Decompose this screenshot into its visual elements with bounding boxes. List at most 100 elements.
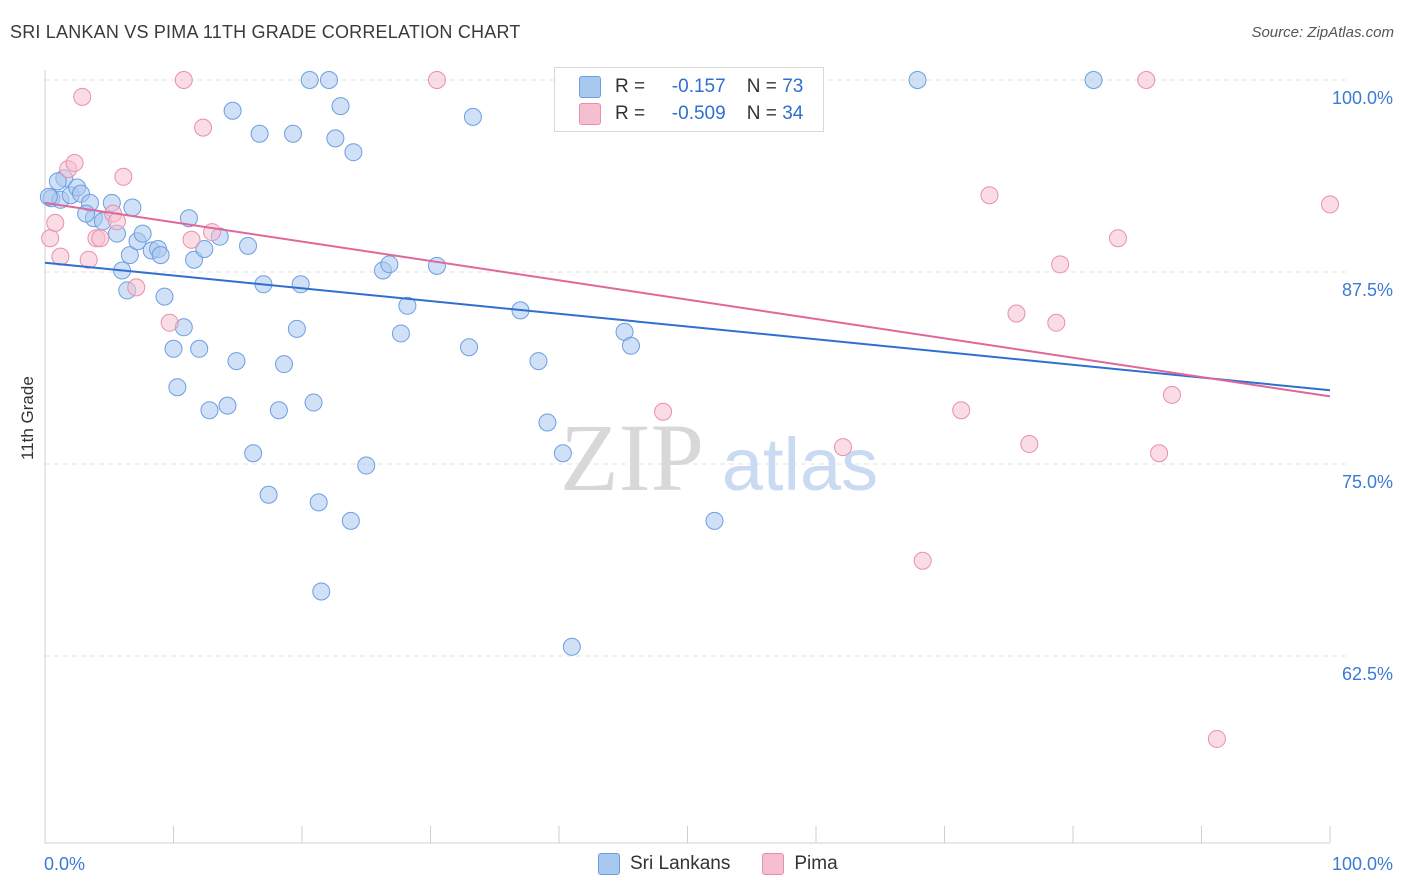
sri-lankan-point — [48, 172, 67, 191]
pima-point — [980, 186, 999, 205]
pima-point — [1020, 435, 1039, 454]
sri-lankan-point — [705, 511, 724, 530]
trend-lines — [44, 201, 1331, 398]
legend-label-sri-lankans: Sri Lankans — [630, 853, 731, 874]
legend-swatch-pima — [762, 853, 785, 875]
legend-item-sri-lankans[interactable]: Sri Lankans — [598, 853, 730, 875]
pima-point — [833, 438, 852, 457]
sri-lankan-point — [562, 637, 581, 656]
legend-swatch-pima — [579, 103, 601, 125]
pima-point — [427, 71, 446, 89]
sri-lankan-point — [341, 511, 360, 530]
source-credit: Source: ZipAtlas.com — [1251, 24, 1394, 41]
pima-point — [1047, 313, 1066, 332]
x-tick-label: 100.0% — [1332, 854, 1393, 874]
pima-point — [73, 87, 92, 106]
sri-lankan-point — [908, 71, 927, 89]
pima-point — [1162, 385, 1181, 404]
sri-lankan-point — [120, 246, 139, 265]
pima-point — [1137, 71, 1156, 89]
sri-lankan-point — [168, 378, 187, 397]
legend-label-pima: Pima — [794, 853, 838, 874]
legend-n-label: N = — [746, 76, 777, 97]
sri-lankan-point — [223, 101, 242, 120]
legend-n-label: N = — [746, 103, 777, 124]
sri-lankan-point — [133, 224, 152, 243]
legend-n-value: 34 — [782, 103, 804, 124]
sri-lankan-point — [391, 324, 410, 343]
pima-point — [1051, 255, 1070, 274]
series-legend: Sri Lankans Pima — [598, 853, 870, 875]
sri-lankan-point — [179, 209, 198, 228]
sri-lankan-point — [123, 198, 142, 217]
trend-line-sri-lankans — [44, 261, 1331, 392]
sri-lankan-point — [269, 401, 288, 420]
y-tick-label: 75.0% — [1342, 472, 1393, 492]
sri-lankan-point — [190, 339, 209, 358]
pima-point — [51, 247, 70, 266]
y-tick-label: 100.0% — [1332, 88, 1393, 108]
sri-lankan-point — [275, 355, 294, 374]
sri-lankan-point — [218, 396, 237, 415]
legend-row-sri-lankans: R = -0.157 N = 73 — [579, 75, 803, 99]
sri-lankan-point — [380, 255, 399, 274]
pima-point — [1150, 444, 1169, 463]
series-pima-points — [41, 71, 1339, 748]
watermark-zip: ZIP — [560, 404, 704, 511]
sri-lankan-point — [291, 275, 310, 294]
y-axis-label: 11th Grade — [18, 376, 37, 460]
pima-point — [127, 278, 146, 297]
sri-lankan-point — [463, 107, 482, 126]
legend-swatch-sri-lankans — [579, 76, 601, 98]
sri-lankan-point — [200, 401, 219, 420]
sri-lankan-point — [344, 143, 363, 162]
trend-line-pima — [44, 201, 1331, 398]
legend-r-label: R = — [615, 76, 646, 97]
pima-point — [174, 71, 193, 89]
pima-point — [1108, 229, 1127, 248]
sri-lankan-point — [151, 246, 170, 265]
legend-r-value: -0.509 — [671, 103, 726, 124]
series-sri-lankans-points — [39, 71, 1103, 656]
chart-title: SRI LANKAN VS PIMA 11TH GRADE CORRELATIO… — [10, 22, 521, 42]
legend-swatch-sri-lankans — [598, 853, 620, 875]
x-tick-label: 0.0% — [44, 854, 85, 874]
pima-point — [160, 313, 179, 332]
sri-lankan-point — [326, 129, 345, 148]
pima-point — [952, 401, 971, 420]
sri-lankan-point — [300, 71, 319, 89]
pima-point — [194, 118, 213, 137]
sri-lankan-point — [155, 287, 174, 306]
sri-lankan-point — [195, 239, 214, 258]
tick-labels: 62.5% 75.0% 87.5% 100.0% 0.0% 100.0% — [44, 88, 1393, 874]
sri-lankan-point — [621, 336, 640, 355]
sri-lankan-point — [331, 97, 350, 116]
sri-lankan-point — [553, 444, 572, 463]
pima-point — [46, 213, 65, 232]
sri-lankan-point — [239, 236, 258, 255]
sri-lankan-point — [309, 493, 328, 512]
sri-lankan-point — [287, 319, 306, 338]
legend-r-value: -0.157 — [671, 76, 726, 97]
pima-point — [182, 230, 201, 249]
pima-point — [79, 250, 98, 269]
pima-point — [1007, 304, 1026, 323]
pima-point — [203, 223, 222, 242]
legend-item-pima[interactable]: Pima — [762, 853, 838, 875]
sri-lankan-point — [227, 352, 246, 371]
legend-n-value: 73 — [782, 76, 804, 97]
sri-lankan-point — [1084, 71, 1103, 89]
sri-lankan-point — [244, 444, 263, 463]
sri-lankan-point — [538, 413, 557, 432]
sri-lankan-point — [529, 352, 548, 371]
sri-lankan-point — [259, 485, 278, 504]
stats-legend: R = -0.157 N = 73 R = -0.509 N = 34 — [554, 67, 824, 132]
pima-point — [41, 229, 60, 248]
sri-lankan-point — [164, 339, 183, 358]
sri-lankan-point — [319, 71, 338, 89]
sri-lankan-point — [427, 256, 446, 275]
sri-lankan-point — [460, 338, 479, 357]
legend-row-pima: R = -0.509 N = 34 — [579, 102, 803, 126]
pima-point — [654, 402, 673, 421]
